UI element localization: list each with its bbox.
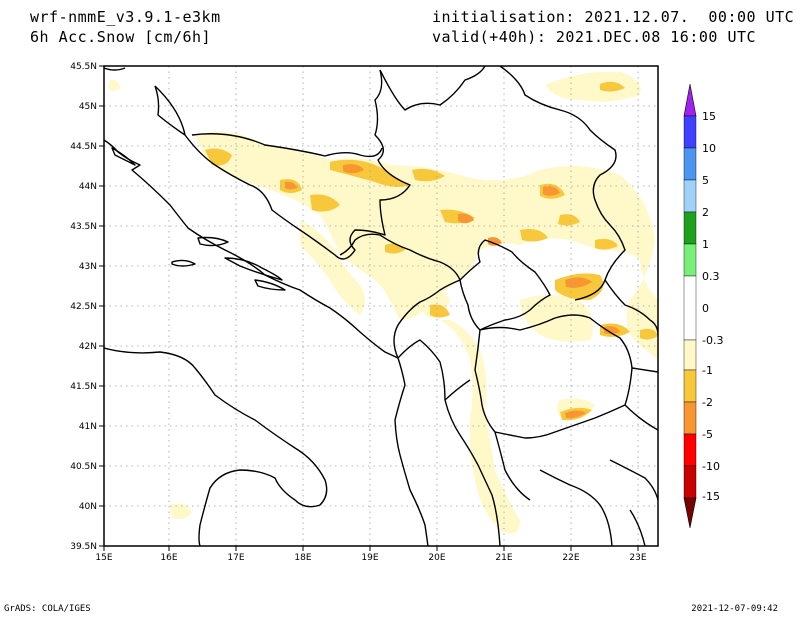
lat-label: 45N xyxy=(79,102,97,112)
lon-label: 15E xyxy=(95,553,112,563)
italy-coastline xyxy=(104,347,328,546)
lat-label: 40N xyxy=(79,502,97,512)
latitude-labels: 45.5N 45N 44.5N 44N 43.5N 43N 42.5N 42N … xyxy=(70,62,97,552)
dalmatian-island-1 xyxy=(197,236,229,247)
colorbar-label: 0 xyxy=(702,302,709,315)
colorbar-swatch xyxy=(683,465,697,499)
lon-label: 23E xyxy=(629,553,646,563)
snow-heavy-areas xyxy=(285,164,620,419)
colorbar: 15 10 5 2 1 0.3 0 -0.3 -1 -2 -5 -10 -15 xyxy=(683,83,723,529)
lat-label: 44.5N xyxy=(70,142,97,152)
lon-label: 18E xyxy=(294,553,311,563)
colorbar-label: -1 xyxy=(702,364,713,377)
colorbar-label: 2 xyxy=(702,206,709,219)
lon-label: 21E xyxy=(495,553,512,563)
model-title: wrf-nmmE_v3.9.1-e3km xyxy=(30,8,221,26)
lon-label: 16E xyxy=(160,553,177,563)
dalmatian-island-4 xyxy=(254,279,286,291)
colorbar-bottom-arrow xyxy=(683,497,697,529)
lat-label: 43.5N xyxy=(70,222,97,232)
colorbar-swatch xyxy=(683,401,697,435)
generation-timestamp: 2021-12-07-09:42 xyxy=(691,604,778,614)
colorbar-label: 15 xyxy=(702,110,716,123)
colorbar-label: -15 xyxy=(702,490,720,503)
colorbar-swatch xyxy=(683,115,697,149)
colorbar-swatch xyxy=(683,179,697,213)
dalmatian-island-3 xyxy=(224,257,283,281)
kvarner-island xyxy=(111,147,136,166)
lat-label: 43N xyxy=(79,262,97,272)
north-macedonia-border xyxy=(474,314,633,439)
colorbar-label: -5 xyxy=(702,428,713,441)
colorbar-label: -10 xyxy=(702,460,720,473)
colorbar-top-arrow xyxy=(683,83,697,117)
credit-label: GrADS: COLA/IGES xyxy=(4,604,91,614)
bulgaria-greece-border xyxy=(604,279,658,501)
lon-label: 19E xyxy=(361,553,378,563)
lon-label: 17E xyxy=(227,553,244,563)
colorbar-label: 10 xyxy=(702,142,716,155)
lon-label: 22E xyxy=(562,553,579,563)
serbia-hungary-border xyxy=(379,66,626,301)
lat-label: 39.5N xyxy=(70,542,97,552)
dalmatian-island-2 xyxy=(171,259,196,267)
colorbar-swatch xyxy=(683,433,697,467)
colorbar-swatch xyxy=(683,211,697,245)
init-time: initialisation: 2021.12.07. 00:00 UTC xyxy=(432,8,795,26)
lat-label: 45.5N xyxy=(70,62,97,72)
longitude-labels: 15E 16E 17E 18E 19E 20E 21E 22E 23E xyxy=(95,553,646,563)
colorbar-label: -0.3 xyxy=(702,334,723,347)
colorbar-swatch xyxy=(683,275,697,341)
map-ticks xyxy=(99,65,639,551)
colorbar-swatch xyxy=(683,243,697,277)
lat-label: 41N xyxy=(79,422,97,432)
lat-label: 40.5N xyxy=(70,462,97,472)
colorbar-label: 1 xyxy=(702,238,709,251)
croatia-slovenia-border xyxy=(104,67,186,136)
lat-label: 42N xyxy=(79,342,97,352)
field-title: 6h Acc.Snow [cm/6h] xyxy=(30,28,212,46)
colorbar-swatch xyxy=(683,147,697,181)
adriatic-east-coastline xyxy=(104,139,429,546)
kosovo-border xyxy=(459,239,551,331)
greece-coastline xyxy=(539,469,646,546)
colorbar-label: 0.3 xyxy=(702,270,720,283)
colorbar-swatch xyxy=(683,339,697,371)
lat-label: 41.5N xyxy=(70,382,97,392)
lon-label: 20E xyxy=(428,553,445,563)
valid-time: valid(+40h): 2021.DEC.08 16:00 UTC xyxy=(432,28,757,46)
colorbar-label: 5 xyxy=(702,174,709,187)
montenegro-border xyxy=(339,233,461,359)
colorbar-label: -2 xyxy=(702,396,713,409)
bosnia-border xyxy=(154,69,411,260)
colorbar-swatch xyxy=(683,369,697,403)
albania-border xyxy=(397,339,531,546)
lat-label: 44N xyxy=(79,182,97,192)
lat-label: 42.5N xyxy=(70,302,97,312)
